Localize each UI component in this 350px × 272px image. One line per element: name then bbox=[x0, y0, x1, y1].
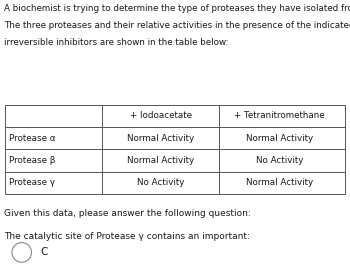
Text: C: C bbox=[40, 248, 48, 257]
Text: The three proteases and their relative activities in the presence of the indicat: The three proteases and their relative a… bbox=[4, 21, 350, 30]
Text: Normal Activity: Normal Activity bbox=[127, 156, 194, 165]
Bar bbox=[5, 105, 345, 194]
Text: Given this data, please answer the following question:: Given this data, please answer the follo… bbox=[4, 209, 251, 218]
Text: No Activity: No Activity bbox=[137, 178, 184, 187]
Text: A biochemist is trying to determine the type of proteases they have isolated fro: A biochemist is trying to determine the … bbox=[4, 4, 350, 13]
Text: Normal Activity: Normal Activity bbox=[246, 178, 313, 187]
Text: Protease β: Protease β bbox=[9, 156, 56, 165]
Text: Normal Activity: Normal Activity bbox=[127, 134, 194, 143]
Text: No Activity: No Activity bbox=[256, 156, 303, 165]
Text: + Tetranitromethane: + Tetranitromethane bbox=[234, 111, 325, 120]
Text: irreversible inhibitors are shown in the table below:: irreversible inhibitors are shown in the… bbox=[4, 38, 229, 47]
Text: Normal Activity: Normal Activity bbox=[246, 134, 313, 143]
Text: Protease γ: Protease γ bbox=[9, 178, 55, 187]
Text: The catalytic site of Protease γ contains an important:: The catalytic site of Protease γ contain… bbox=[4, 232, 250, 241]
Text: Protease α: Protease α bbox=[9, 134, 56, 143]
Text: + Iodoacetate: + Iodoacetate bbox=[130, 111, 191, 120]
